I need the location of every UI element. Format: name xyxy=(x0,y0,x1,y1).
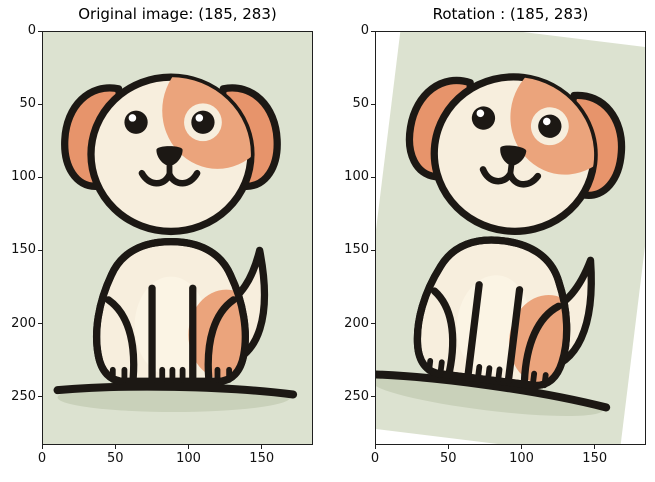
y-tick-mark xyxy=(38,249,42,252)
x-tick-label: 0 xyxy=(370,451,380,466)
y-tick-label: 50 xyxy=(19,96,36,112)
y-tick-label: 0 xyxy=(27,23,36,38)
y-tick-mark xyxy=(38,323,42,325)
x-tick-label: 50 xyxy=(106,451,124,466)
y-tick-label: 250 xyxy=(344,388,369,404)
x-tick-mark xyxy=(447,445,449,449)
subplot-original: Original image: (185, 283) 0 50 100 150 200 2… xyxy=(11,5,313,466)
y-tick-mark xyxy=(371,103,375,105)
y-tick-label: 250 xyxy=(11,388,36,404)
y-tick-mark xyxy=(371,176,375,178)
x-tick-mark xyxy=(114,445,116,449)
y-tick-label: 150 xyxy=(344,242,369,258)
x-tick-mark xyxy=(594,445,596,449)
axes-frame-rotation xyxy=(375,31,646,445)
y-tick-mark xyxy=(38,176,42,178)
subplot-original-title: Original image: (185, 283) xyxy=(78,5,277,23)
x-tick-label: 150 xyxy=(249,451,275,466)
y-tick-label: 100 xyxy=(344,169,369,185)
x-tick-mark xyxy=(520,445,523,449)
subplot-rotation-title: Rotation : (185, 283) xyxy=(432,5,589,23)
y-tick-mark xyxy=(38,103,42,105)
x-tick-mark xyxy=(187,445,190,449)
y-tick-mark xyxy=(38,30,42,32)
rotated-image-content xyxy=(376,32,645,444)
y-tick-label: 200 xyxy=(11,315,36,331)
y-tick-label: 150 xyxy=(11,242,36,258)
y-tick-mark xyxy=(371,323,375,325)
x-tick-label: 150 xyxy=(582,451,608,466)
original-image xyxy=(43,32,312,444)
y-tick-mark xyxy=(371,396,375,398)
x-tick-mark xyxy=(374,445,376,449)
y-tick-label: 100 xyxy=(11,169,36,185)
x-tick-mark xyxy=(261,445,263,449)
y-tick-mark xyxy=(371,249,375,252)
x-tick-label: 100 xyxy=(176,451,201,466)
subplot-rotation: Rotation : (185, 283) 0 50 100 150 200 250 0 50… xyxy=(344,5,646,466)
x-tick-mark xyxy=(41,445,43,449)
x-tick-label: 50 xyxy=(439,451,457,466)
axes-frame-original xyxy=(42,31,313,445)
y-tick-label: 50 xyxy=(352,96,369,112)
y-tick-label: 0 xyxy=(360,23,369,38)
x-tick-label: 100 xyxy=(509,451,534,466)
y-tick-mark xyxy=(38,396,42,398)
rotated-image xyxy=(376,32,645,444)
y-tick-label: 200 xyxy=(344,315,369,331)
x-tick-label: 0 xyxy=(37,451,47,466)
y-tick-mark xyxy=(371,30,375,32)
